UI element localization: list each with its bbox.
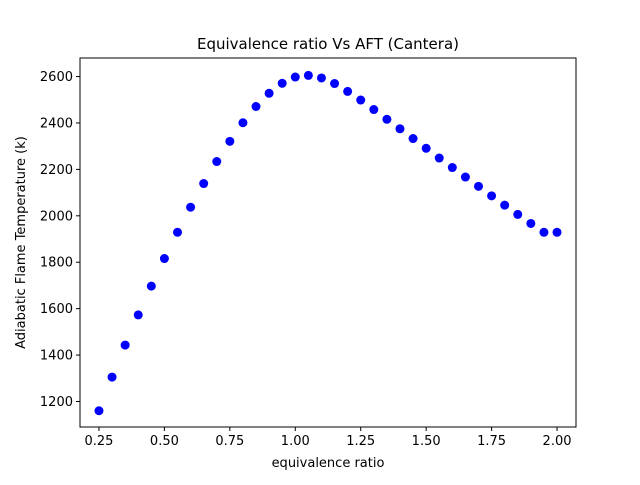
y-axis-ticks: 1200 1400 1600 1800 2000 2200 2400 2600	[40, 70, 80, 410]
data-point	[303, 70, 313, 80]
data-point	[487, 191, 497, 201]
data-point	[343, 86, 353, 96]
plot-area-frame	[79, 57, 577, 428]
data-point	[539, 227, 549, 237]
data-point	[251, 102, 261, 112]
data-point	[513, 209, 523, 219]
data-point	[212, 157, 222, 167]
data-point	[186, 202, 196, 212]
x-tick-label: 1.75	[477, 434, 506, 449]
data-point	[277, 78, 287, 88]
data-point	[225, 136, 235, 146]
data-point	[133, 310, 143, 320]
y-tick-label: 2400	[40, 116, 73, 131]
data-point	[238, 118, 248, 128]
y-tick-label: 2000	[40, 209, 73, 224]
data-point	[434, 153, 444, 163]
data-point	[316, 73, 326, 83]
data-point	[552, 227, 562, 237]
y-tick-label: 1800	[40, 256, 73, 271]
x-axis-ticks: 0.25 0.50 0.75 1.00 1.25 1.50 1.75 2.00	[84, 427, 572, 449]
y-tick-label: 2600	[40, 70, 73, 85]
data-point	[500, 200, 510, 210]
data-point	[107, 372, 117, 382]
data-point	[94, 406, 104, 416]
data-point	[264, 88, 274, 98]
x-tick-label: 1.50	[412, 434, 441, 449]
data-point	[382, 114, 392, 124]
data-point	[120, 340, 130, 350]
x-axis-label: equivalence ratio	[272, 456, 385, 471]
x-tick-label: 0.25	[84, 434, 113, 449]
data-point	[199, 179, 209, 189]
y-tick-label: 1400	[40, 349, 73, 364]
data-point	[421, 143, 431, 153]
data-point	[447, 163, 457, 173]
data-point	[356, 95, 366, 105]
data-points	[94, 70, 562, 416]
chart-title: Equivalence ratio Vs AFT (Cantera)	[197, 35, 459, 53]
data-point	[159, 254, 169, 264]
data-point	[290, 72, 300, 82]
y-tick-label: 1600	[40, 302, 73, 317]
data-point	[408, 134, 418, 144]
y-tick-label: 2200	[40, 163, 73, 178]
y-axis-label: Adiabatic Flame Temperature (k)	[14, 136, 29, 349]
x-tick-label: 1.00	[281, 434, 310, 449]
y-tick-label: 1200	[40, 395, 73, 410]
data-point	[369, 105, 379, 115]
x-tick-label: 0.75	[215, 434, 244, 449]
data-point	[172, 227, 182, 237]
data-point	[526, 218, 536, 228]
x-tick-label: 0.50	[150, 434, 179, 449]
data-point	[146, 281, 156, 291]
data-point	[460, 172, 470, 182]
data-point	[330, 79, 340, 89]
data-point	[395, 124, 405, 134]
x-tick-label: 1.25	[346, 434, 375, 449]
data-point	[474, 181, 484, 191]
x-tick-label: 2.00	[543, 434, 572, 449]
